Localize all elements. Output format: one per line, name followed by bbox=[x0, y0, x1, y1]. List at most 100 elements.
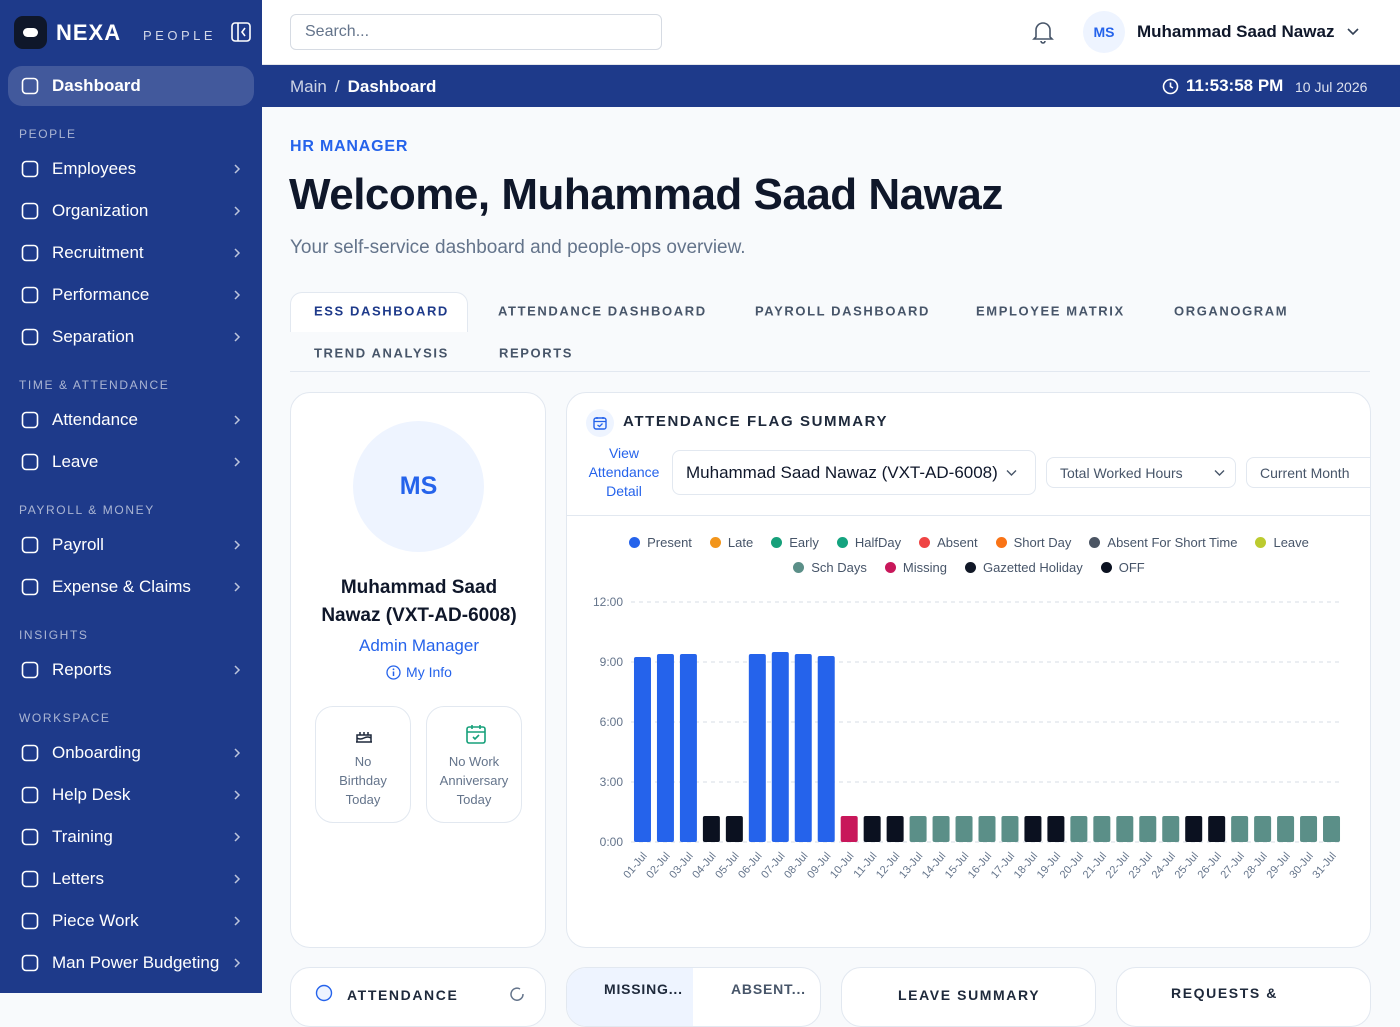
icon-shape bbox=[21, 411, 39, 429]
bar bbox=[978, 816, 996, 842]
nav-icon bbox=[21, 77, 39, 95]
nav-item[interactable]: Recruitment bbox=[8, 233, 254, 273]
chevron-path bbox=[234, 206, 241, 216]
collapse-button[interactable] bbox=[231, 22, 251, 42]
nav-label[interactable]: Separation bbox=[52, 327, 135, 346]
nav-item[interactable]: Reports bbox=[8, 650, 254, 690]
metric-select-value[interactable]: Total Worked Hours bbox=[1060, 464, 1183, 481]
x-tick-label: 22-Jul bbox=[1104, 850, 1132, 881]
nav-item[interactable]: Dashboard bbox=[8, 66, 254, 106]
breadcrumb-item[interactable]: Main bbox=[290, 77, 327, 96]
bar bbox=[1185, 816, 1203, 842]
subtab[interactable]: MISSING... bbox=[604, 981, 683, 997]
nav-label[interactable]: Expense & Claims bbox=[52, 577, 191, 596]
page-subtitle: Your self-service dashboard and people-o… bbox=[290, 237, 746, 258]
tab[interactable]: ATTENDANCE DASHBOARD bbox=[498, 303, 707, 319]
legend-item: Early bbox=[771, 535, 819, 550]
subtab[interactable]: ABSENT... bbox=[731, 981, 806, 997]
x-tick-label: 30-Jul bbox=[1287, 850, 1315, 881]
nav-item[interactable]: Performance bbox=[8, 275, 254, 315]
missing-absent-card: MISSING... ABSENT... bbox=[566, 967, 821, 1027]
nav-item[interactable]: Employees bbox=[8, 149, 254, 189]
nav-label[interactable]: Piece Work bbox=[52, 911, 139, 930]
nav-label[interactable]: Employees bbox=[52, 159, 137, 178]
tab[interactable]: TREND ANALYSIS bbox=[314, 345, 449, 361]
nav-item[interactable]: Help Desk bbox=[8, 775, 254, 815]
chevron bbox=[234, 748, 241, 758]
nav-item[interactable]: Onboarding bbox=[8, 733, 254, 773]
nav-item[interactable]: Organization bbox=[8, 191, 254, 231]
x-tick-label: 17-Jul bbox=[989, 850, 1017, 881]
nav-item[interactable]: Separation bbox=[8, 317, 254, 357]
nav-label[interactable]: Organization bbox=[52, 201, 149, 220]
nav-label[interactable]: Training bbox=[52, 827, 113, 846]
nav-label[interactable]: Attendance bbox=[52, 410, 139, 429]
my-info-text[interactable]: My Info bbox=[406, 664, 452, 680]
legend-item: Gazetted Holiday bbox=[964, 560, 1083, 575]
nav-icon bbox=[21, 912, 39, 930]
tab[interactable]: REPORTS bbox=[499, 345, 574, 361]
nav-section-title: WORKSPACE bbox=[19, 711, 111, 725]
tab[interactable]: EMPLOYEE MATRIX bbox=[976, 303, 1125, 319]
nav-item[interactable]: Leave bbox=[8, 442, 254, 482]
nav-label[interactable]: Payroll bbox=[52, 535, 104, 554]
nav-icon bbox=[21, 828, 39, 846]
legend-label: Gazetted Holiday bbox=[982, 560, 1083, 575]
nav-item[interactable]: Letters bbox=[8, 859, 254, 899]
metric-select[interactable]: Total Worked Hours bbox=[1046, 457, 1236, 488]
x-tick-label: 08-Jul bbox=[782, 850, 810, 881]
attendance-panel: ATTENDANCE FLAG SUMMARY View Attendance … bbox=[566, 392, 1371, 948]
attendance-detail-link[interactable]: View Attendance Detail bbox=[588, 445, 660, 499]
icon-shape bbox=[21, 536, 39, 554]
nav-item[interactable]: Attendance bbox=[8, 400, 254, 440]
nav-label[interactable]: Letters bbox=[52, 869, 104, 888]
nav-item[interactable]: Training bbox=[8, 817, 254, 857]
bar bbox=[1254, 816, 1272, 842]
my-info-link[interactable]: My Info bbox=[291, 664, 547, 680]
legend-label: Early bbox=[789, 535, 819, 550]
clock-time: 11:53:58 PM bbox=[1186, 76, 1284, 95]
legend: Present Late Early HalfDay Absent Short Day Ab… bbox=[599, 535, 1339, 585]
bar bbox=[1116, 816, 1134, 842]
bar bbox=[817, 656, 835, 842]
nav-label[interactable]: Leave bbox=[52, 452, 99, 471]
panel-divider bbox=[567, 515, 1370, 516]
y-tick-label: 3:00 bbox=[600, 775, 624, 789]
nav-label[interactable]: Onboarding bbox=[52, 743, 141, 762]
nav-item[interactable]: Payroll bbox=[8, 525, 254, 565]
legend-swatch bbox=[836, 537, 848, 548]
nav-section-title: PEOPLE bbox=[19, 127, 77, 141]
icon-shape bbox=[21, 744, 39, 762]
employee-select[interactable]: Muhammad Saad Nawaz (VXT-AD-6008) bbox=[672, 450, 1036, 495]
legend-item: HalfDay bbox=[836, 535, 901, 550]
search-input[interactable]: Search... bbox=[290, 14, 662, 50]
period-select[interactable]: Current Month bbox=[1246, 457, 1370, 488]
notification-bell[interactable] bbox=[1032, 20, 1054, 44]
period-select-value[interactable]: Current Month bbox=[1260, 464, 1350, 481]
nav-item[interactable]: Piece Work bbox=[8, 901, 254, 941]
chevron-path bbox=[234, 748, 241, 758]
tab[interactable]: ORGANOGRAM bbox=[1174, 303, 1289, 319]
nav-label[interactable]: Help Desk bbox=[52, 785, 131, 804]
chevron-path bbox=[234, 916, 241, 926]
nav-icon bbox=[21, 286, 39, 304]
employee-select-value[interactable]: Muhammad Saad Nawaz (VXT-AD-6008) bbox=[686, 462, 998, 482]
x-tick-label: 02-Jul bbox=[644, 850, 672, 881]
nav-label[interactable]: Reports bbox=[52, 660, 112, 679]
nav-label[interactable]: Performance bbox=[52, 285, 150, 304]
nav-item[interactable]: Man Power Budgeting bbox=[8, 943, 254, 983]
nav-label[interactable]: Recruitment bbox=[52, 243, 144, 262]
user-avatar[interactable]: MS bbox=[1083, 11, 1125, 53]
user-menu-chevron[interactable] bbox=[1347, 27, 1359, 37]
nav-label[interactable]: Dashboard bbox=[52, 76, 141, 95]
bar bbox=[1208, 816, 1226, 842]
nav-item[interactable]: Expense & Claims bbox=[8, 567, 254, 607]
x-tick-label: 14-Jul bbox=[920, 850, 948, 881]
icon-shape bbox=[21, 160, 39, 178]
requests-card: REQUESTS & bbox=[1116, 967, 1371, 1027]
user-name[interactable]: Muhammad Saad Nawaz bbox=[1137, 22, 1335, 41]
tab[interactable]: ESS DASHBOARD bbox=[314, 303, 449, 319]
icon-shape bbox=[21, 870, 39, 888]
nav-label[interactable]: Man Power Budgeting bbox=[52, 953, 220, 972]
tab[interactable]: PAYROLL DASHBOARD bbox=[755, 303, 931, 319]
